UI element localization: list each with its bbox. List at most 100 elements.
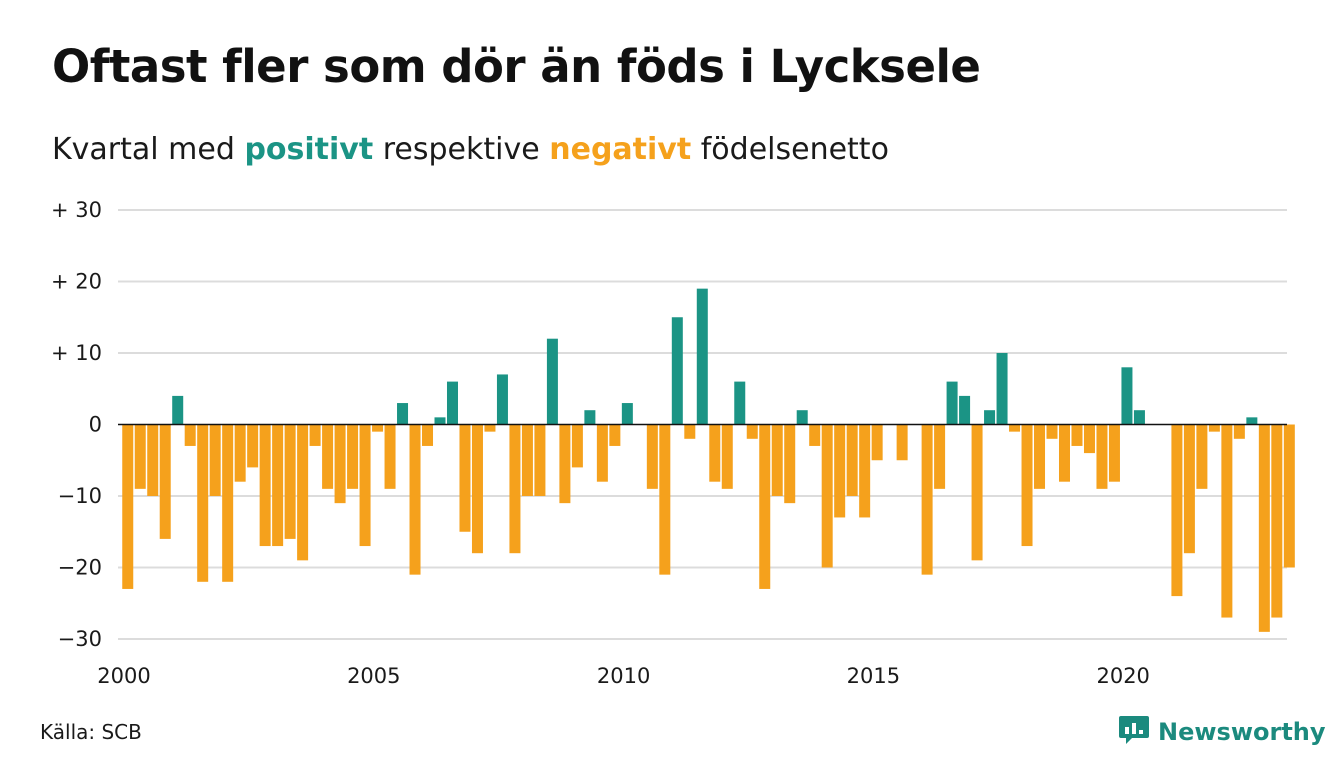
- bar: [971, 424, 983, 561]
- x-tick-label: 2020: [1096, 664, 1149, 688]
- bar: [921, 424, 933, 575]
- bar: [459, 424, 471, 532]
- bar: [559, 424, 571, 504]
- bar: [1171, 424, 1183, 597]
- bar: [1258, 424, 1270, 632]
- bar: [322, 424, 334, 489]
- bar: [334, 424, 346, 504]
- bar: [134, 424, 146, 489]
- bar: [147, 424, 159, 496]
- x-tick-label: 2010: [597, 664, 650, 688]
- bar: [1196, 424, 1208, 489]
- bar: [784, 424, 796, 504]
- chart-subtitle: Kvartal med positivt respektive negativt…: [52, 132, 889, 167]
- bar: [584, 410, 596, 425]
- bar: [1108, 424, 1120, 482]
- bar: [1009, 424, 1021, 432]
- bar: [1271, 424, 1283, 618]
- y-tick-label: + 20: [51, 270, 102, 294]
- bar: [234, 424, 246, 482]
- y-tick-label: + 30: [51, 198, 102, 222]
- bar: [184, 424, 196, 446]
- bar: [284, 424, 296, 539]
- bar: [771, 424, 783, 496]
- bar: [1021, 424, 1033, 547]
- bar: [896, 424, 908, 461]
- bar: [959, 395, 971, 425]
- subtitle-prefix: Kvartal med: [52, 132, 235, 167]
- bar: [484, 424, 496, 432]
- bar: [122, 424, 134, 589]
- bar: [609, 424, 621, 446]
- bar: [696, 288, 708, 425]
- bar: [471, 424, 483, 554]
- bar: [1071, 424, 1083, 446]
- y-axis-labels: + 30 + 20 + 10 0 −10 −20 −30: [51, 198, 102, 651]
- bar: [521, 424, 533, 496]
- bar: [946, 381, 958, 425]
- bar: [1121, 367, 1133, 425]
- source-note: Källa: SCB: [40, 720, 142, 744]
- bar: [1233, 424, 1245, 439]
- bar: [209, 424, 221, 496]
- bar: [571, 424, 583, 468]
- bar: [359, 424, 371, 547]
- bar: [496, 374, 508, 425]
- bar-chart-speech-bubble-icon: [1118, 714, 1150, 750]
- bar: [422, 424, 434, 446]
- bar: [834, 424, 846, 518]
- y-tick-label: −30: [58, 627, 102, 651]
- bar: [596, 424, 608, 482]
- bar: [297, 424, 309, 561]
- bar: [384, 424, 396, 489]
- bar: [1208, 424, 1220, 432]
- bar: [546, 338, 558, 425]
- bar: [721, 424, 733, 489]
- bar: [409, 424, 421, 575]
- bars: [122, 288, 1295, 632]
- chart-title: Oftast fler som dör än föds i Lycksele: [52, 40, 981, 93]
- bar: [1096, 424, 1108, 489]
- bar: [1283, 424, 1295, 568]
- bar: [397, 403, 409, 425]
- brand-logo[interactable]: Newsworthy: [1118, 714, 1326, 750]
- subtitle-middle: respektive: [382, 132, 540, 167]
- bar: [434, 417, 446, 425]
- subtitle-suffix: födelsenetto: [700, 132, 889, 167]
- x-tick-label: 2000: [97, 664, 150, 688]
- bar: [247, 424, 259, 468]
- bar: [1046, 424, 1058, 439]
- bar: [796, 410, 808, 425]
- bar: [809, 424, 821, 446]
- brand-name: Newsworthy: [1158, 718, 1326, 746]
- bar: [871, 424, 883, 461]
- bar: [646, 424, 658, 489]
- subtitle-negative-keyword: negativt: [549, 132, 692, 167]
- y-tick-label: −20: [58, 556, 102, 580]
- bar: [621, 403, 633, 425]
- bar: [446, 381, 458, 425]
- y-tick-label: −10: [58, 484, 102, 508]
- y-tick-label: 0: [89, 413, 102, 437]
- x-tick-label: 2015: [847, 664, 900, 688]
- bar: [734, 381, 746, 425]
- bar: [172, 395, 184, 425]
- subtitle-positive-keyword: positivt: [244, 132, 374, 167]
- bar-chart: + 30+ 20+ 100−10−20−30 2000 2005 2010 2015 2…: [51, 198, 1295, 688]
- bar: [821, 424, 833, 568]
- bar: [1133, 410, 1145, 425]
- bar: [996, 353, 1008, 425]
- bar: [222, 424, 234, 582]
- bar: [1183, 424, 1195, 554]
- bar: [1059, 424, 1070, 482]
- bar: [709, 424, 721, 482]
- bar: [272, 424, 284, 547]
- bar: [846, 424, 858, 496]
- bar: [534, 424, 546, 496]
- x-axis-labels: 2000 2005 2010 2015 2020: [97, 664, 1150, 688]
- bar: [509, 424, 521, 554]
- bar: [684, 424, 696, 439]
- bar: [347, 424, 359, 489]
- bar: [659, 424, 671, 575]
- bar: [1083, 424, 1095, 454]
